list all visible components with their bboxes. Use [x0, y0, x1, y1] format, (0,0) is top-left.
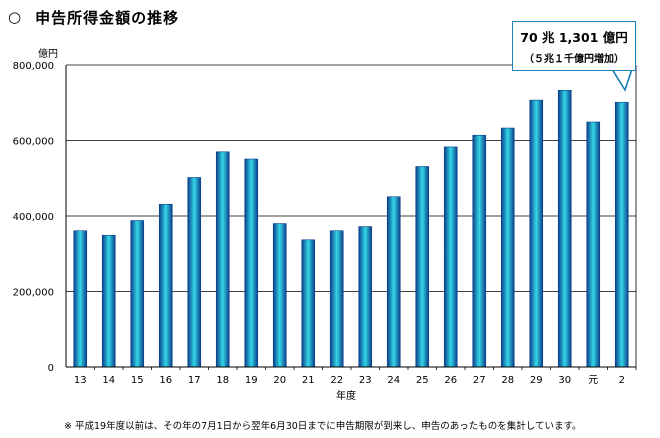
bar	[73, 230, 88, 368]
x-tick-label: 元	[588, 375, 598, 386]
bar	[586, 121, 601, 368]
bar	[472, 134, 487, 368]
bar	[386, 196, 401, 368]
y-tick-label: 800,000	[13, 61, 54, 72]
footnote: ※ 平成19年度以前は、その年の7月1日から翌年6月30日までに申告期限が到来し…	[64, 421, 582, 432]
bar	[329, 230, 344, 368]
bar	[500, 127, 515, 368]
x-tick-label: 17	[188, 375, 201, 386]
x-tick-label: 30	[558, 375, 571, 386]
x-tick-label: 22	[330, 375, 343, 386]
x-tick-label: 2	[619, 375, 625, 386]
callout-box: 70 兆 1,301 億円 （５兆１千億円増加）	[512, 21, 636, 71]
bar	[443, 146, 458, 368]
bar	[415, 166, 430, 368]
x-tick-label: 27	[473, 375, 486, 386]
x-tick-label: 23	[359, 375, 372, 386]
y-tick-label: 200,000	[13, 288, 54, 299]
bar	[272, 223, 287, 368]
chart-heading: ○ 申告所得金額の推移	[8, 6, 179, 28]
callout-pointer	[610, 68, 634, 92]
y-tick-label: 400,000	[13, 212, 54, 223]
bar	[158, 203, 173, 368]
bar	[614, 101, 629, 368]
x-tick-label: 16	[159, 375, 172, 386]
bar	[301, 239, 316, 368]
bar	[187, 177, 202, 368]
bar	[557, 89, 572, 368]
y-axis-unit: 億円	[38, 49, 58, 60]
chart-title: 申告所得金額の推移	[35, 8, 180, 27]
x-tick-label: 20	[273, 375, 286, 386]
heading-bullet: ○	[8, 8, 22, 26]
y-tick-label: 0	[48, 363, 54, 374]
bar	[215, 151, 230, 368]
callout-increase: （５兆１千億円増加）	[524, 54, 624, 65]
bar	[101, 234, 116, 368]
x-tick-label: 26	[444, 375, 457, 386]
bar	[529, 99, 544, 368]
x-tick-label: 13	[74, 375, 87, 386]
x-tick-label: 25	[416, 375, 429, 386]
y-tick-label: 600,000	[13, 137, 54, 148]
x-tick-label: 21	[302, 375, 315, 386]
bar	[130, 220, 145, 368]
x-tick-label: 29	[530, 375, 543, 386]
x-tick-label: 15	[131, 375, 144, 386]
bar	[244, 158, 259, 368]
x-axis-title: 年度	[336, 389, 356, 402]
bar	[358, 226, 373, 368]
x-tick-label: 14	[102, 375, 115, 386]
x-tick-label: 28	[501, 375, 514, 386]
x-tick-label: 24	[387, 375, 400, 386]
x-tick-label: 18	[216, 375, 229, 386]
x-tick-label: 19	[245, 375, 258, 386]
callout-total: 70 兆 1,301 億円	[520, 30, 628, 45]
